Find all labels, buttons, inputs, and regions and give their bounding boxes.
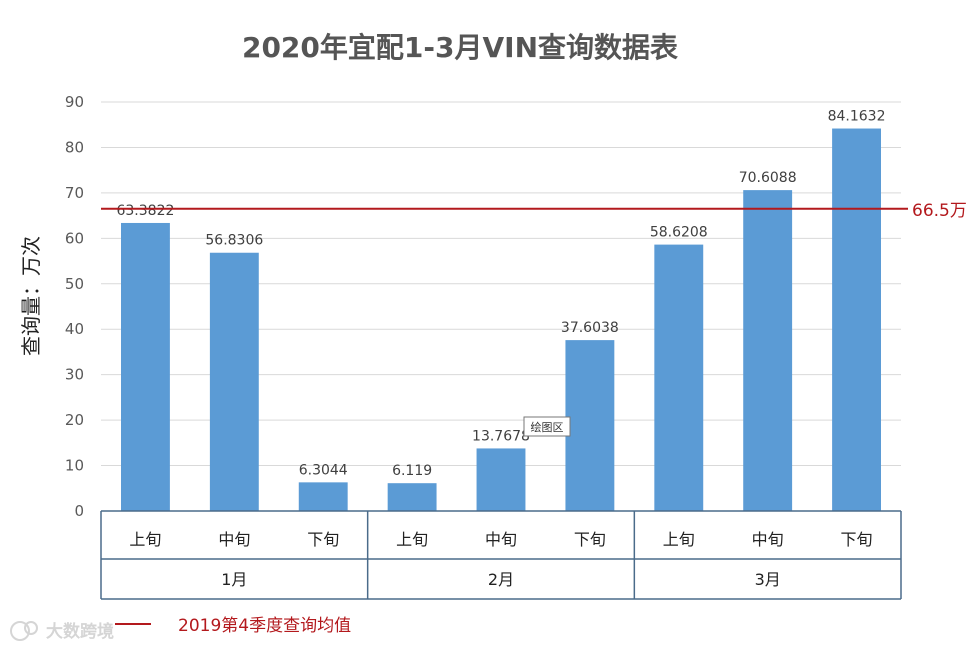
x-category-label: 下旬 — [574, 530, 606, 549]
bar — [565, 340, 615, 511]
data-label: 58.6208 — [650, 225, 708, 241]
data-label: 70.6088 — [739, 170, 797, 186]
bars — [121, 128, 881, 512]
watermark-logo-icon-dot — [24, 621, 38, 635]
data-label: 56.8306 — [205, 233, 263, 249]
x-axis: 上旬 中旬 下旬 上旬 中旬 下旬 上旬 中旬 下旬 1月 2月 3月 — [100, 510, 902, 600]
watermark-text: 大数跨境 — [46, 621, 114, 642]
data-label: 13.7678 — [472, 428, 530, 444]
data-label: 84.1632 — [828, 109, 886, 125]
bar — [654, 244, 704, 512]
legend: 2019第4季度查询均值 — [115, 616, 351, 636]
reference-line-group: 66.5万 — [101, 201, 967, 221]
bar — [209, 252, 259, 511]
y-tick-label: 50 — [65, 275, 84, 293]
watermark: 大数跨境 — [10, 621, 114, 642]
legend-label: 2019第4季度查询均值 — [178, 616, 351, 636]
y-tick-label: 70 — [65, 184, 84, 202]
y-tick-label: 10 — [65, 457, 84, 475]
chart-title: 2020年宜配1-3月VIN查询数据表 — [242, 31, 678, 64]
tooltip-box — [523, 416, 571, 437]
data-label: 37.6038 — [561, 320, 619, 336]
bar — [476, 448, 526, 511]
tooltip-text: 绘图区 — [531, 420, 564, 434]
reference-line-label: 66.5万 — [912, 201, 967, 221]
bar — [387, 483, 437, 511]
watermark-logo-icon — [10, 621, 30, 641]
y-tick-label: 30 — [65, 366, 84, 384]
y-axis-label: 查询量：万次 — [19, 236, 43, 356]
bar — [298, 482, 348, 511]
y-tick-label: 20 — [65, 411, 84, 429]
x-category-label: 上旬 — [663, 530, 695, 549]
x-category-label: 中旬 — [218, 530, 250, 549]
x-category-label: 下旬 — [307, 530, 339, 549]
x-category-label: 下旬 — [841, 530, 873, 549]
y-tick-label: 0 — [74, 502, 84, 520]
y-tick-label: 60 — [65, 229, 84, 247]
x-category-label: 中旬 — [485, 530, 517, 549]
bar — [832, 128, 881, 511]
plot-area-tooltip: 绘图区 — [523, 416, 571, 437]
x-group-label: 1月 — [221, 570, 247, 589]
data-label: 6.119 — [392, 463, 432, 479]
y-axis-ticks: 0 10 20 30 40 50 60 70 80 90 — [65, 93, 84, 520]
bar — [743, 190, 793, 511]
y-tick-label: 40 — [65, 320, 84, 338]
data-labels: 63.3822 56.8306 6.3044 6.119 13.7678 37.6038 5… — [116, 109, 885, 480]
y-tick-label: 90 — [65, 93, 84, 111]
x-category-label: 中旬 — [752, 530, 784, 549]
x-category-label: 上旬 — [129, 530, 161, 549]
y-tick-label: 80 — [65, 138, 84, 156]
data-label: 63.3822 — [116, 203, 174, 219]
x-group-label: 3月 — [755, 570, 781, 589]
bar — [121, 222, 170, 511]
data-label: 6.3044 — [299, 462, 348, 478]
x-category-label: 上旬 — [396, 530, 428, 549]
x-group-label: 2月 — [488, 570, 514, 589]
